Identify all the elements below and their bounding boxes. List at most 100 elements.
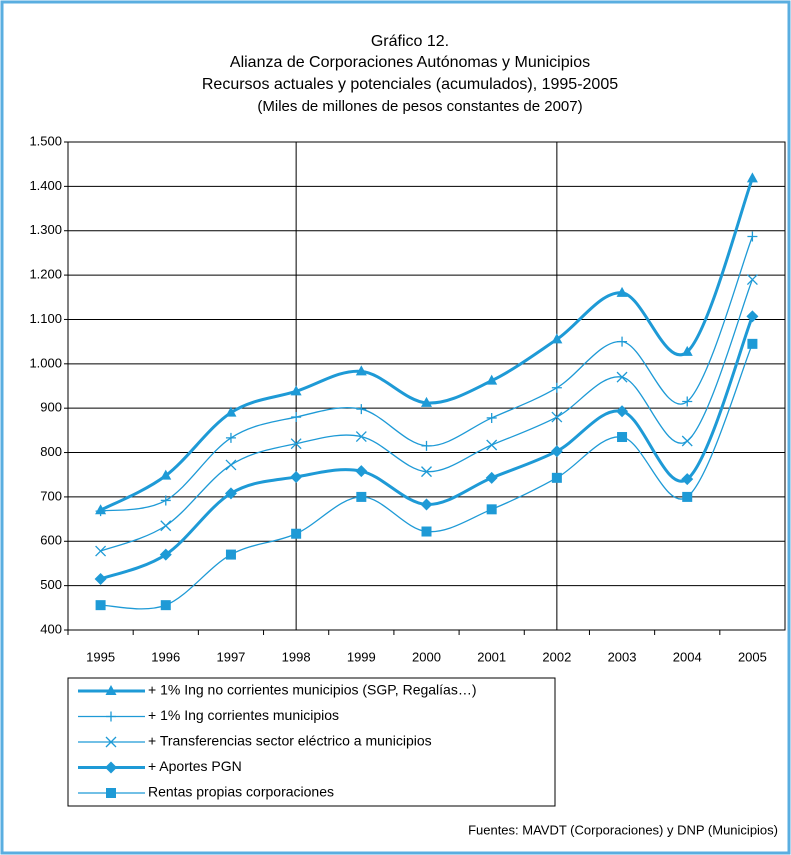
chart-title: Gráfico 12. (371, 33, 449, 50)
legend-label: + 1% Ing corrientes municipios (148, 707, 339, 723)
y-tick-label: 700 (40, 488, 62, 503)
y-tick-label: 1.400 (29, 178, 62, 193)
x-tick-label: 1996 (151, 649, 180, 664)
legend-marker (105, 761, 117, 774)
marker (160, 600, 171, 611)
marker (95, 506, 106, 517)
marker (225, 549, 236, 560)
marker (224, 487, 237, 500)
y-tick-label: 800 (40, 444, 62, 459)
marker (746, 310, 759, 323)
marker (225, 406, 237, 417)
x-tick-label: 2002 (542, 649, 571, 664)
marker (682, 396, 693, 407)
marker (95, 600, 106, 611)
marker (486, 439, 498, 451)
y-tick-label: 1.000 (29, 355, 62, 370)
marker (160, 469, 172, 480)
marker (617, 336, 628, 347)
legend-box (67, 677, 556, 807)
marker (225, 432, 236, 443)
marker (355, 431, 367, 443)
x-tick-label: 1995 (86, 649, 115, 664)
plot-area (67, 141, 786, 631)
x-tick-label: 2003 (608, 649, 637, 664)
marker (486, 412, 497, 423)
marker (225, 459, 237, 471)
legend-label: + Transferencias sector eléctrico a muni… (148, 733, 432, 749)
marker (550, 445, 563, 458)
marker (421, 440, 432, 451)
marker (682, 491, 693, 502)
marker (160, 495, 171, 506)
x-tick-label: 2001 (477, 649, 506, 664)
y-tick-label: 1.100 (29, 311, 62, 326)
marker (420, 498, 433, 511)
marker (160, 520, 172, 532)
y-tick-label: 900 (40, 400, 62, 415)
y-tick-label: 500 (40, 577, 62, 592)
marker (485, 471, 498, 484)
marker (681, 345, 693, 356)
marker (486, 374, 498, 385)
marker (616, 286, 628, 297)
chart-subtitle: Recursos actuales y potenciales (acumula… (202, 76, 618, 93)
source-note: Fuentes: MAVDT (Corporaciones) y DNP (Mu… (468, 822, 778, 837)
marker (681, 473, 694, 486)
legend-marker (106, 711, 116, 722)
y-tick-label: 600 (40, 533, 62, 548)
marker (355, 465, 368, 478)
marker (616, 371, 628, 383)
marker (356, 491, 367, 502)
marker (746, 274, 758, 285)
marker (551, 382, 562, 393)
marker (747, 338, 758, 349)
marker (421, 466, 432, 478)
marker (551, 411, 563, 423)
marker (291, 528, 302, 539)
legend-label: Rentas propias corporaciones (148, 784, 334, 800)
y-tick-label: 1.200 (29, 267, 62, 282)
marker (616, 405, 629, 418)
x-tick-label: 1998 (282, 649, 311, 664)
legend-marker (105, 736, 117, 748)
x-tick-label: 2005 (738, 649, 767, 664)
marker (681, 435, 693, 447)
x-tick-label: 2004 (673, 649, 702, 664)
marker (486, 504, 497, 515)
marker (94, 572, 107, 585)
legend-marker (106, 788, 116, 798)
series-line (100, 343, 754, 610)
y-tick-label: 1.500 (29, 133, 62, 148)
marker (421, 396, 432, 407)
legend-label: + 1% Ing no corrientes municipios (SGP, … (148, 682, 477, 698)
chart-subtitle: Alianza de Corporaciones Autónomas y Mun… (230, 54, 590, 71)
marker (421, 526, 432, 537)
marker (747, 231, 758, 242)
x-tick-label: 1997 (216, 649, 245, 664)
legend-marker (105, 685, 117, 695)
x-tick-label: 2000 (412, 649, 441, 664)
marker (356, 404, 367, 415)
y-tick-label: 1.300 (29, 222, 62, 237)
series-line (100, 236, 754, 512)
y-tick-label: 400 (40, 621, 62, 636)
marker (551, 472, 562, 483)
marker (746, 172, 758, 183)
series-line (99, 177, 754, 512)
marker (291, 412, 302, 423)
marker (355, 365, 367, 376)
marker (290, 385, 302, 396)
chart-subtitle: (Miles de millones de pesos constantes d… (257, 98, 582, 115)
x-tick-label: 1999 (347, 649, 376, 664)
series-line (100, 315, 754, 581)
marker (95, 545, 107, 557)
marker (290, 438, 302, 450)
series-line (100, 279, 754, 552)
marker (290, 470, 303, 483)
marker (617, 432, 628, 443)
marker (551, 333, 563, 344)
legend-label: + Aportes PGN (148, 758, 242, 774)
